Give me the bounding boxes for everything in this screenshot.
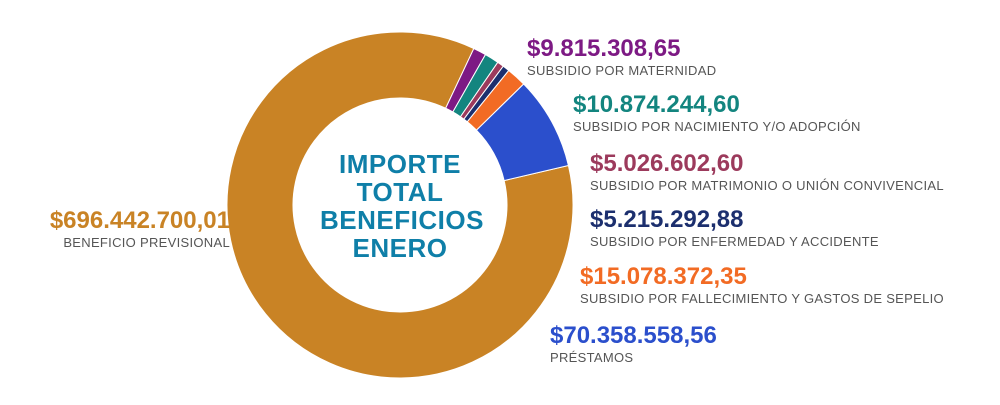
amount-enfermedad: $5.215.292,88 bbox=[590, 206, 744, 233]
amount-nacimiento: $10.874.244,60 bbox=[573, 91, 740, 118]
label-maternidad: $9.815.308,65 SUBSIDIO POR MATERNIDAD bbox=[527, 35, 716, 79]
caption-nacimiento: SUBSIDIO POR NACIMIENTO Y/O ADOPCIÓN bbox=[573, 119, 861, 134]
donut-slice bbox=[226, 31, 574, 379]
caption-prestamos: PRÉSTAMOS bbox=[550, 350, 634, 365]
caption-enfermedad: SUBSIDIO POR ENFERMEDAD Y ACCIDENTE bbox=[590, 234, 879, 249]
center-title-line: BENEFICIOS bbox=[320, 205, 484, 235]
amount-fallecimiento: $15.078.372,35 bbox=[580, 263, 747, 290]
caption-fallecimiento: SUBSIDIO POR FALLECIMIENTO Y GASTOS DE S… bbox=[580, 291, 944, 306]
caption-beneficio-previsional: BENEFICIO PREVISIONAL bbox=[63, 235, 230, 250]
center-title: IMPORTE TOTAL BENEFICIOS ENERO bbox=[320, 149, 484, 263]
amount-maternidad: $9.815.308,65 bbox=[527, 35, 681, 62]
caption-matrimonio: SUBSIDIO POR MATRIMONIO O UNIÓN CONVIVEN… bbox=[590, 178, 944, 193]
label-fallecimiento: $15.078.372,35 SUBSIDIO POR FALLECIMIENT… bbox=[580, 263, 944, 307]
center-title-line: IMPORTE bbox=[339, 149, 461, 179]
label-prestamos: $70.358.558,56 PRÉSTAMOS bbox=[550, 322, 717, 366]
caption-maternidad: SUBSIDIO POR MATERNIDAD bbox=[527, 63, 717, 78]
donut-slice bbox=[475, 83, 570, 182]
label-enfermedad: $5.215.292,88 SUBSIDIO POR ENFERMEDAD Y … bbox=[590, 206, 879, 250]
amount-beneficio-previsional: $696.442.700,01 bbox=[49, 207, 230, 234]
center-title-line: ENERO bbox=[352, 233, 448, 263]
label-matrimonio: $5.026.602,60 SUBSIDIO POR MATRIMONIO O … bbox=[590, 150, 944, 194]
center-title-line: TOTAL bbox=[356, 177, 444, 207]
label-nacimiento: $10.874.244,60 SUBSIDIO POR NACIMIENTO Y… bbox=[573, 91, 861, 135]
label-beneficio-previsional: $696.442.700,01 BENEFICIO PREVISIONAL bbox=[40, 207, 230, 251]
amount-matrimonio: $5.026.602,60 bbox=[590, 150, 744, 177]
amount-prestamos: $70.358.558,56 bbox=[550, 322, 717, 349]
